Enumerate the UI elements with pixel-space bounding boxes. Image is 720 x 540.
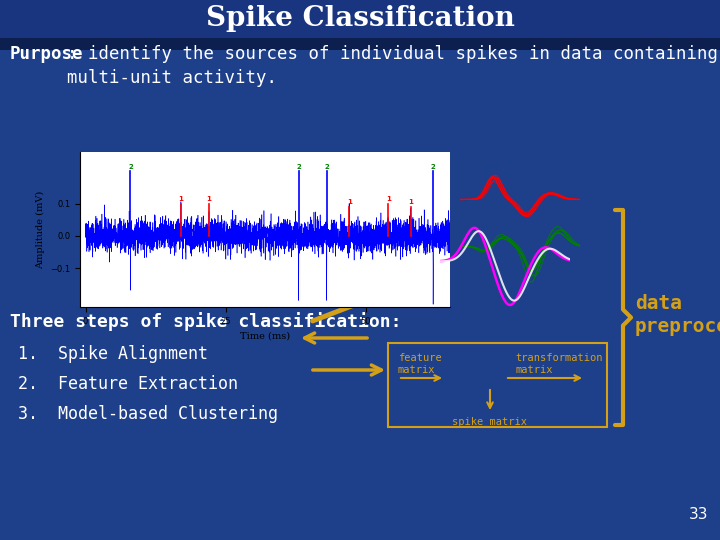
Text: data
preprocessing: data preprocessing (635, 294, 720, 336)
Text: 3.  Model-based Clustering: 3. Model-based Clustering (18, 405, 278, 423)
Text: Spike Classification: Spike Classification (206, 5, 514, 32)
Text: 2: 2 (296, 164, 301, 170)
FancyBboxPatch shape (0, 0, 720, 50)
Text: Purpose: Purpose (10, 45, 84, 63)
Y-axis label: Amplitude (mV): Amplitude (mV) (35, 191, 45, 268)
Text: 2: 2 (128, 164, 132, 170)
Text: 1.  Spike Alignment: 1. Spike Alignment (18, 345, 208, 363)
Text: transformation
matrix: transformation matrix (515, 353, 603, 375)
Text: : identify the sources of individual spikes in data containing
multi-unit activi: : identify the sources of individual spi… (67, 45, 718, 86)
Text: 1: 1 (179, 196, 184, 202)
Text: 2: 2 (324, 164, 329, 170)
Text: spike matrix: spike matrix (452, 417, 528, 427)
Text: 2: 2 (431, 164, 436, 170)
FancyBboxPatch shape (0, 0, 720, 38)
Text: Three steps of spike classification:: Three steps of spike classification: (10, 312, 402, 331)
X-axis label: Time (ms): Time (ms) (240, 331, 290, 340)
Text: 33: 33 (688, 507, 708, 522)
Text: 1: 1 (347, 199, 351, 205)
Text: 1: 1 (408, 199, 413, 205)
FancyBboxPatch shape (388, 343, 607, 427)
Text: 2.  Feature Extraction: 2. Feature Extraction (18, 375, 238, 393)
Text: 1: 1 (386, 196, 391, 202)
Text: 1: 1 (207, 196, 212, 202)
Text: feature
matrix: feature matrix (398, 353, 442, 375)
